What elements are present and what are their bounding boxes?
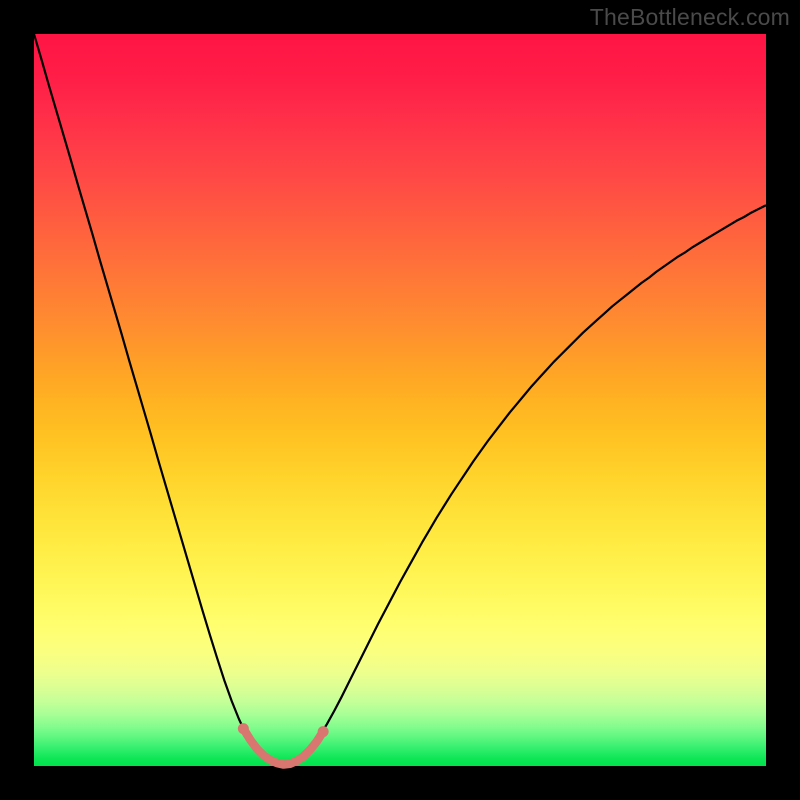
watermark-text: TheBottleneck.com	[590, 4, 790, 31]
chart-background	[34, 34, 766, 766]
bottleneck-chart	[0, 0, 800, 800]
